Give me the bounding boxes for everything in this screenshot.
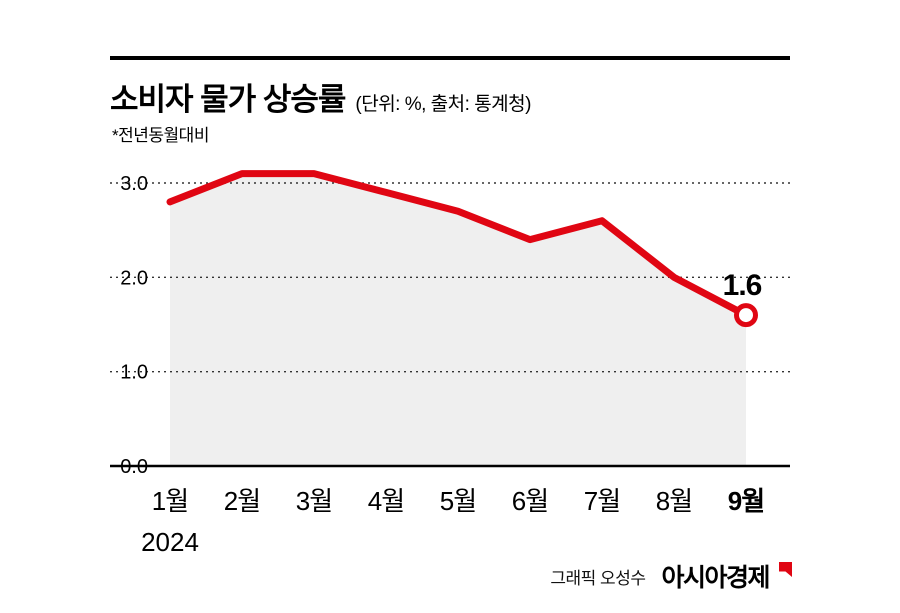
header: 소비자 물가 상승률 (단위: %, 출처: 통계청) [110, 74, 531, 119]
x-tick-label: 9월 [728, 486, 764, 516]
x-tick-label: 7월 [584, 486, 620, 516]
header-rule [110, 56, 790, 60]
end-value-label: 1.6 [723, 269, 762, 302]
inflation-line [166, 170, 750, 319]
graphic-credit: 그래픽 오성수 [550, 568, 646, 588]
footer: 그래픽 오성수 아시아경제 [550, 558, 792, 594]
brand-mark-icon [779, 562, 792, 577]
x-tick-label: 1월 [152, 486, 188, 516]
y-tick-label: 3.0 [120, 173, 148, 195]
x-tick-label: 5월 [440, 486, 476, 516]
unit-source-note: (단위: %, 출처: 통계청) [355, 94, 531, 115]
brand-logo: 아시아경제 [661, 564, 770, 592]
year-label: 2024 [141, 527, 199, 557]
area-fill [170, 173, 746, 466]
chart-subtitle: *전년동월대비 [112, 126, 209, 145]
x-tick-label: 4월 [368, 486, 404, 516]
end-marker [734, 303, 758, 328]
x-tick-label: 6월 [512, 486, 548, 516]
y-tick-label: 2.0 [120, 267, 148, 289]
y-tick-label: 1.0 [120, 362, 148, 384]
y-axis-labels: 0.0 1.0 2.0 3.0 [120, 173, 148, 478]
x-axis-labels: 1월 2월 3월 4월 5월 6월 7월 8월 9월 [152, 486, 765, 516]
x-tick-label: 3월 [296, 486, 332, 516]
x-tick-label: 8월 [656, 486, 692, 516]
chart-title: 소비자 물가 상승률 [110, 82, 346, 117]
y-tick-label: 0.0 [120, 456, 148, 478]
x-tick-label: 2월 [224, 486, 260, 516]
